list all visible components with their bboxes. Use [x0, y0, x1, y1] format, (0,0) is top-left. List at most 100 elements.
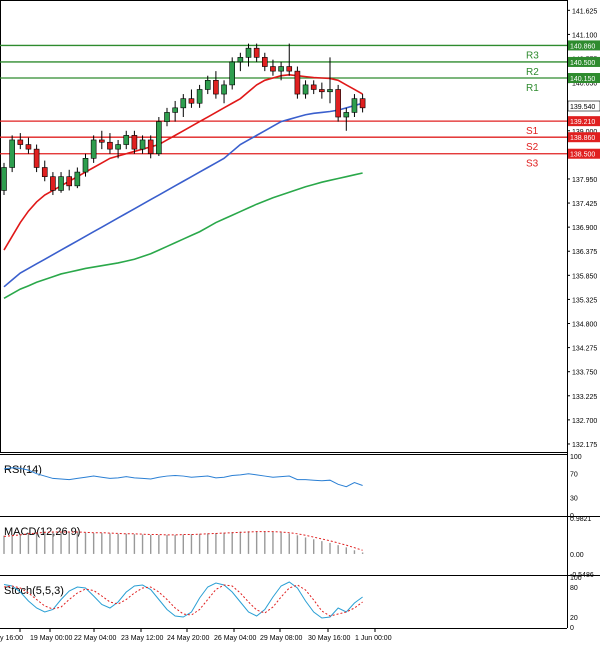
candle: [310, 80, 317, 95]
candle-body: [310, 84, 317, 90]
indicator-tick-label: 20: [570, 615, 578, 622]
candle: [115, 139, 121, 159]
time-tick-label: 23 May 12:00: [121, 635, 164, 642]
level-name-s1: S1: [526, 126, 539, 137]
candle: [270, 59, 276, 76]
candle-body: [123, 135, 130, 145]
time-tick-label: 29 May 08:00: [260, 635, 303, 642]
candle: [286, 43, 293, 76]
current-price-tag: [567, 100, 600, 112]
candle: [123, 130, 130, 150]
candle: [90, 135, 97, 163]
candle: [204, 75, 211, 95]
time-tick-label: 24 May 20:00: [167, 635, 210, 642]
candle: [172, 100, 178, 122]
level-name-r2: R2: [526, 67, 539, 78]
candle: [147, 135, 154, 159]
current-price-label: 139.540: [570, 104, 595, 111]
candle-body: [294, 70, 301, 95]
candle-body: [319, 89, 325, 93]
candle: [1, 162, 7, 196]
candle-body: [115, 144, 121, 150]
stoch-k-line: [3, 581, 363, 619]
level-name-r1: R1: [526, 83, 539, 94]
candle-body: [196, 89, 203, 104]
time-tick-label: 19 May 00:00: [30, 635, 73, 642]
price-tick-label: 136.375: [572, 249, 597, 256]
candle: [213, 71, 219, 99]
candle: [253, 43, 260, 62]
candle-body: [41, 167, 48, 177]
candle-body: [90, 139, 97, 159]
candle: [343, 107, 350, 131]
indicator-tick-label: 100: [570, 454, 582, 461]
candle-body: [25, 144, 32, 150]
candle-body: [221, 84, 227, 95]
level-labels: R3 140.860 R2 140.500 R1 140.150 S1 139.210 S2 13…: [526, 40, 600, 170]
rsi-panel: 100 70 30 0 RSI(14): [3, 454, 582, 520]
candle: [33, 144, 40, 173]
candle: [82, 153, 89, 177]
level-tag-s3: [568, 148, 600, 159]
candle: [294, 66, 301, 99]
candle-body: [359, 98, 366, 109]
indicator-tick-label: 80: [570, 585, 578, 592]
candle-body: [253, 47, 260, 58]
price-tick-label: 141.625: [572, 8, 597, 15]
candle: [188, 89, 195, 108]
level-value-s1: 139.210: [570, 119, 595, 126]
level-value-r3: 140.860: [570, 43, 595, 50]
stoch-panel: 100 80 20 0 Stoch(5,5,3): [3, 575, 582, 632]
candle-body: [66, 176, 72, 187]
candle-body: [335, 89, 341, 118]
candle-body: [343, 112, 350, 118]
time-axis: y 16:00 19 May 00:00 22 May 04:00 23 May 12…: [0, 628, 392, 642]
candle: [164, 107, 170, 127]
candle: [221, 80, 227, 104]
candle: [74, 167, 81, 189]
indicator-tick-label: 0: [570, 513, 574, 520]
indicator-label-stoch: Stoch(5,5,3): [4, 585, 64, 597]
price-tick-label: 140.050: [572, 81, 597, 88]
candle-body: [261, 57, 268, 67]
level-name-s3: S3: [526, 159, 539, 170]
candle: [302, 80, 309, 99]
time-tick-label: 26 May 04:00: [214, 635, 257, 642]
price-tick-label: 134.800: [572, 322, 597, 329]
candle: [327, 57, 333, 104]
level-tag-r3: [568, 40, 600, 51]
candle-body: [50, 176, 56, 191]
candle-body: [245, 47, 252, 58]
candle-body: [213, 80, 219, 95]
candle-body: [327, 89, 333, 93]
candle: [261, 52, 268, 72]
candle: [58, 172, 64, 193]
rsi-line: [3, 467, 363, 488]
candle: [139, 135, 146, 154]
candle-body: [33, 148, 40, 168]
stoch-d-line: [3, 584, 363, 617]
candle-body: [1, 167, 7, 191]
candle-body: [351, 98, 358, 113]
price-tick-label: 135.850: [572, 273, 597, 280]
price-tick-label: 137.425: [572, 201, 597, 208]
candle: [156, 117, 162, 157]
candle-body: [139, 139, 146, 150]
candle-body: [286, 66, 293, 72]
candle: [319, 82, 325, 99]
level-value-s2: 138.860: [570, 135, 595, 142]
main-panel-frame: [0, 0, 568, 453]
candle: [131, 130, 138, 154]
level-value-s3: 138.500: [570, 152, 595, 159]
indicator-tick-label: 30: [570, 495, 578, 502]
candle-body: [9, 139, 15, 168]
candle-body: [188, 98, 195, 104]
candle: [237, 52, 244, 72]
ma-line-ma-slow: [3, 172, 363, 299]
candle-body: [164, 112, 170, 122]
candle-body: [131, 135, 138, 150]
time-tick-label: 22 May 04:00: [74, 635, 117, 642]
candle: [229, 57, 235, 90]
indicator-tick-label: 0.00: [570, 552, 584, 559]
